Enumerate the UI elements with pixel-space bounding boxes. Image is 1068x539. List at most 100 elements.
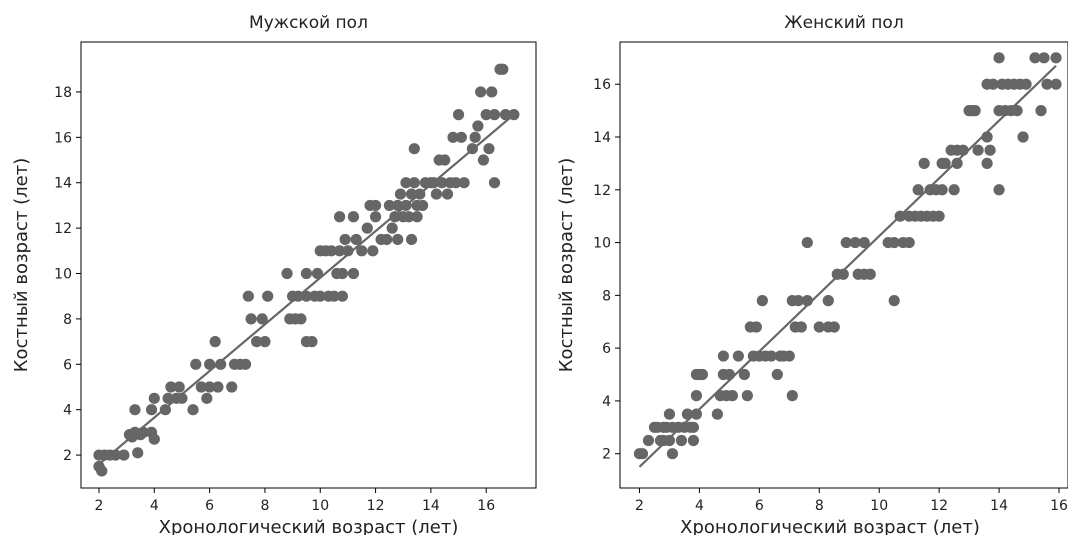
y-tick-label: 8: [602, 288, 611, 304]
x-tick-label: 8: [260, 498, 269, 514]
data-point: [367, 245, 379, 257]
data-point: [325, 245, 337, 257]
data-point: [369, 199, 382, 212]
data-point: [771, 368, 783, 381]
y-tick-label: 10: [54, 267, 72, 283]
data-point: [792, 295, 804, 307]
data-point: [300, 290, 313, 302]
data-point: [750, 321, 762, 333]
y-tick-label: 4: [63, 403, 72, 419]
data-point: [148, 433, 160, 445]
data-point: [738, 368, 750, 381]
chart-title: Женский пол: [784, 13, 903, 33]
data-point: [336, 267, 348, 280]
x-tick-label: 8: [815, 498, 824, 514]
data-point: [392, 233, 404, 246]
data-point: [993, 184, 1005, 196]
y-tick-label: 10: [593, 236, 611, 252]
data-point: [300, 267, 313, 280]
data-point: [642, 434, 655, 447]
x-tick-label: 16: [477, 498, 495, 514]
x-tick-label: 4: [695, 498, 704, 514]
data-point: [383, 199, 396, 212]
y-tick-label: 16: [593, 77, 611, 93]
x-axis-label: Хронологический возраст (лет): [680, 517, 980, 535]
data-point: [400, 177, 412, 189]
data-point: [969, 105, 981, 117]
data-point: [386, 222, 398, 234]
data-point: [497, 63, 509, 75]
y-tick-label: 16: [54, 130, 72, 146]
chart-title: Мужской пол: [249, 13, 368, 33]
y-tick-label: 2: [63, 448, 72, 464]
data-point: [948, 184, 960, 196]
x-tick-label: 2: [635, 498, 644, 514]
data-point: [295, 313, 307, 325]
data-point: [209, 336, 221, 348]
y-axis-label: Костный возраст (лет): [11, 158, 32, 372]
y-tick-label: 18: [54, 85, 72, 101]
x-tick-label: 14: [422, 498, 440, 514]
data-point: [148, 392, 160, 404]
y-tick-label: 2: [602, 447, 611, 463]
data-point: [1029, 52, 1041, 64]
data-point: [828, 321, 840, 333]
data-point: [732, 350, 744, 362]
data-point: [281, 267, 293, 280]
data-point: [488, 177, 501, 189]
data-point: [132, 447, 144, 459]
data-point: [408, 177, 420, 189]
data-point: [394, 188, 407, 200]
data-point: [888, 295, 900, 307]
data-point: [675, 434, 688, 447]
data-point: [981, 157, 993, 169]
data-point: [436, 177, 448, 189]
data-point: [801, 236, 813, 249]
data-point: [306, 336, 318, 348]
data-point: [356, 245, 368, 257]
data-point: [195, 381, 207, 393]
data-point: [392, 199, 404, 212]
data-point: [822, 295, 834, 307]
data-point: [756, 295, 768, 307]
data-point: [666, 448, 679, 460]
data-point: [858, 236, 870, 249]
data-point: [256, 313, 268, 325]
chart-panel-male: Мужской пол 2 4 6 8 10 12 14 16 2 4 6 8 10 12 14 16 18 Хро…: [11, 13, 537, 538]
data-point: [840, 236, 852, 249]
data-point: [1035, 105, 1047, 117]
x-tick-label: 12: [930, 498, 948, 514]
data-point: [342, 245, 354, 257]
data-point: [723, 368, 735, 381]
trend-line: [98, 113, 515, 466]
y-tick-label: 14: [54, 176, 72, 192]
data-point: [441, 188, 454, 200]
data-point: [1050, 78, 1062, 90]
data-point: [786, 390, 798, 402]
x-tick-label: 14: [990, 498, 1008, 514]
plot-area: [80, 41, 537, 489]
data-point: [726, 390, 738, 402]
data-point: [439, 154, 451, 166]
data-point: [687, 434, 700, 447]
data-point: [972, 144, 984, 156]
data-point: [475, 86, 487, 98]
data-point: [1041, 78, 1053, 90]
data-point: [1020, 78, 1032, 90]
data-point: [226, 381, 238, 393]
data-point: [347, 211, 360, 223]
x-tick-label: 12: [367, 498, 385, 514]
x-tick-label: 6: [755, 498, 764, 514]
data-point: [165, 381, 177, 393]
data-point: [145, 404, 158, 416]
data-point: [242, 290, 254, 302]
data-point: [215, 358, 227, 370]
data-point: [1038, 52, 1050, 64]
data-point: [361, 222, 373, 234]
data-point: [993, 52, 1005, 64]
x-tick-label: 6: [205, 498, 214, 514]
data-point: [458, 177, 470, 189]
data-point: [314, 290, 326, 302]
data-point: [984, 144, 996, 156]
